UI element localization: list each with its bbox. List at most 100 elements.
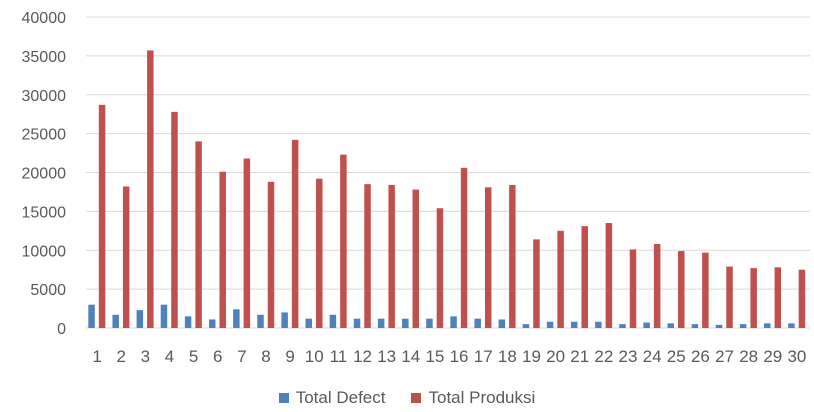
bar-total-defect bbox=[619, 324, 626, 328]
bar-total-defect bbox=[257, 314, 264, 328]
bar-total-produksi bbox=[267, 181, 275, 328]
bar-total-defect bbox=[643, 322, 650, 328]
bar-chart: 0 5000 10000 15000 20000 25000 30000 35000 40000… bbox=[22, 10, 810, 366]
y-tick-label: 20000 bbox=[22, 166, 67, 183]
legend-label-total-produksi: Total Produksi bbox=[428, 388, 536, 407]
x-tick-label: 4 bbox=[165, 347, 174, 366]
bar-total-defect bbox=[426, 318, 433, 328]
bar-total-defect bbox=[788, 323, 795, 328]
bar-total-defect bbox=[233, 309, 240, 328]
bar-total-produksi bbox=[316, 178, 323, 328]
bar-total-defect bbox=[88, 304, 95, 328]
legend-swatch-total-defect bbox=[278, 393, 289, 403]
bar-total-defect bbox=[498, 319, 506, 328]
bar-total-produksi bbox=[605, 223, 613, 328]
bar-total-produksi bbox=[557, 230, 564, 328]
x-tick-label: 17 bbox=[474, 347, 493, 366]
bar-total-defect bbox=[450, 316, 457, 328]
bar-total-produksi bbox=[702, 252, 709, 328]
x-tick-label: 23 bbox=[619, 347, 638, 366]
x-tick-label: 18 bbox=[498, 347, 517, 366]
bar-total-defect bbox=[715, 324, 723, 328]
bar-total-defect bbox=[208, 319, 216, 328]
bar-total-produksi bbox=[147, 50, 154, 329]
x-tick-label: 11 bbox=[330, 347, 348, 366]
legend-item-total-produksi: Total Produksi bbox=[411, 388, 535, 408]
legend-item-total-defect: Total Defect bbox=[278, 388, 386, 408]
y-axis-ticks: 0 5000 10000 15000 20000 25000 30000 35000 40000 bbox=[22, 10, 67, 338]
bar-total-defect bbox=[377, 318, 385, 328]
bar-total-produksi bbox=[798, 269, 806, 328]
bar-total-produksi bbox=[750, 268, 757, 328]
bar-total-defect bbox=[353, 318, 361, 328]
legend: Total Defect Total Produksi bbox=[0, 388, 814, 408]
bar-total-produksi bbox=[653, 244, 661, 328]
bar-total-produksi bbox=[581, 226, 588, 328]
x-tick-label: 12 bbox=[353, 347, 372, 366]
bar-total-defect bbox=[402, 318, 409, 328]
bar-total-produksi bbox=[291, 139, 299, 328]
x-tick-label: 26 bbox=[691, 347, 710, 366]
x-tick-label: 9 bbox=[285, 347, 294, 366]
bar-total-produksi bbox=[412, 189, 420, 328]
bar-total-produksi bbox=[195, 141, 202, 328]
x-tick-label: 7 bbox=[237, 347, 246, 366]
x-tick-label: 2 bbox=[116, 347, 125, 366]
bar-total-defect bbox=[281, 312, 288, 328]
bar-total-produksi bbox=[774, 267, 782, 328]
bar-total-defect bbox=[160, 304, 168, 328]
x-tick-label: 24 bbox=[643, 347, 662, 366]
y-tick-label: 40000 bbox=[22, 10, 67, 27]
x-tick-label: 27 bbox=[715, 347, 734, 366]
x-tick-label: 5 bbox=[189, 347, 198, 366]
x-tick-label: 6 bbox=[213, 347, 222, 366]
bar-total-defect bbox=[764, 323, 771, 328]
bar-total-produksi bbox=[436, 208, 444, 328]
bar-total-produksi bbox=[629, 249, 637, 328]
gridlines bbox=[86, 16, 810, 329]
x-tick-label: 30 bbox=[787, 347, 806, 366]
legend-label-total-defect: Total Defect bbox=[295, 388, 386, 407]
bar-total-produksi bbox=[678, 251, 685, 328]
bar-total-produksi bbox=[219, 171, 226, 328]
bar-total-defect bbox=[329, 314, 337, 328]
bar-total-produksi bbox=[243, 158, 251, 328]
bar-total-defect bbox=[739, 324, 747, 328]
y-tick-label: 5000 bbox=[30, 282, 66, 299]
x-tick-label: 16 bbox=[450, 347, 469, 366]
y-tick-label: 30000 bbox=[22, 88, 67, 105]
bar-total-produksi bbox=[726, 266, 733, 328]
bar-total-defect bbox=[112, 314, 119, 328]
bar-total-defect bbox=[305, 318, 313, 328]
bar-total-defect bbox=[570, 321, 578, 328]
x-tick-label: 20 bbox=[546, 347, 565, 366]
x-tick-label: 10 bbox=[305, 347, 324, 366]
y-tick-label: 35000 bbox=[22, 49, 67, 66]
x-tick-label: 19 bbox=[522, 347, 541, 366]
bar-total-produksi bbox=[460, 167, 468, 328]
bar-total-produksi bbox=[171, 111, 178, 328]
bar-total-defect bbox=[184, 316, 192, 328]
bar-total-produksi bbox=[98, 104, 106, 328]
y-tick-label: 25000 bbox=[22, 127, 67, 144]
bar-total-defect bbox=[667, 323, 675, 328]
bars bbox=[88, 50, 806, 329]
y-tick-label: 0 bbox=[57, 321, 66, 338]
bar-total-produksi bbox=[364, 184, 371, 328]
x-tick-label: 3 bbox=[141, 347, 150, 366]
y-tick-label: 10000 bbox=[22, 243, 67, 260]
x-tick-label: 1 bbox=[92, 347, 101, 366]
bar-total-defect bbox=[691, 324, 699, 328]
bar-total-defect bbox=[474, 318, 481, 328]
bar-total-defect bbox=[546, 321, 554, 328]
x-tick-label: 21 bbox=[570, 347, 589, 366]
bar-total-produksi bbox=[122, 186, 130, 328]
bar-total-defect bbox=[595, 321, 602, 328]
x-tick-label: 14 bbox=[401, 347, 420, 366]
y-tick-label: 15000 bbox=[22, 204, 67, 221]
bar-total-produksi bbox=[388, 184, 395, 328]
x-tick-label: 25 bbox=[667, 347, 686, 366]
bar-total-defect bbox=[136, 310, 144, 328]
bar-total-produksi bbox=[484, 187, 492, 328]
bar-total-produksi bbox=[533, 239, 540, 328]
